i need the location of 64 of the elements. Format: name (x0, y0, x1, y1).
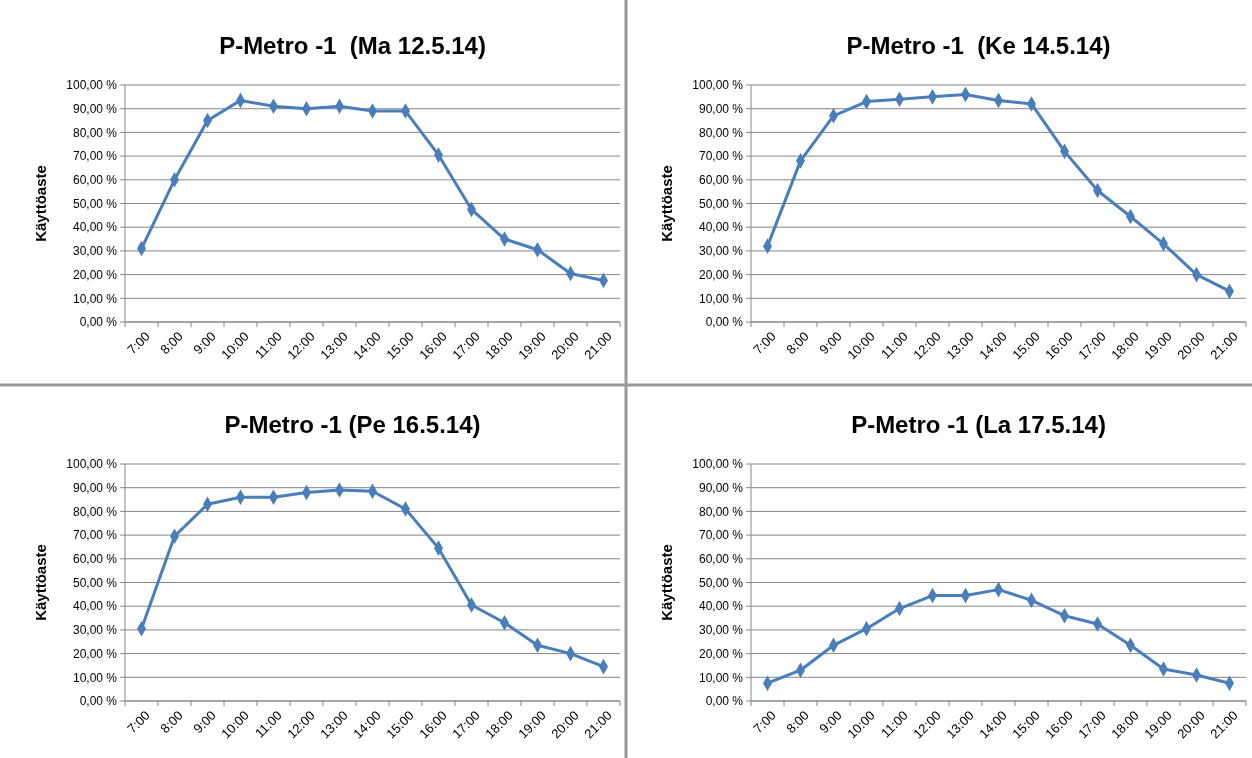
chart-title: P-Metro -1 (Pe 16.5.14) (224, 411, 481, 438)
y-tick-label: 0,00 % (79, 694, 118, 709)
x-tick-label: 7:00 (750, 328, 779, 358)
y-axis-title: Käyttöaste (658, 544, 675, 621)
y-tick-label: 90,00 % (698, 480, 744, 495)
y-axis-title: Käyttöaste (32, 544, 49, 621)
y-tick-label: 90,00 % (72, 480, 118, 495)
y-tick-label: 10,00 % (698, 670, 744, 685)
chart-title: P-Metro -1 (Ma 12.5.14) (219, 32, 486, 59)
y-tick-label: 40,00 % (72, 220, 118, 235)
y-tick-label: 0,00 % (705, 315, 744, 330)
y-tick-label: 20,00 % (698, 646, 744, 661)
y-tick-label: 80,00 % (698, 504, 744, 519)
y-tick-label: 70,00 % (72, 149, 118, 164)
y-tick-label: 10,00 % (72, 291, 118, 306)
x-tick-label: 7:00 (750, 707, 779, 737)
y-tick-label: 50,00 % (698, 575, 744, 590)
y-tick-label: 100,00 % (692, 78, 744, 93)
y-tick-label: 80,00 % (698, 125, 744, 140)
y-tick-label: 70,00 % (72, 528, 118, 543)
x-tick-label: 9:00 (190, 707, 219, 737)
y-axis-title: Käyttöaste (658, 165, 675, 242)
y-tick-label: 90,00 % (72, 101, 118, 116)
chart-title: P-Metro -1 (La 17.5.14) (851, 411, 1106, 438)
y-tick-label: 40,00 % (698, 220, 744, 235)
y-tick-label: 80,00 % (72, 504, 118, 519)
y-tick-label: 100,00 % (66, 457, 118, 472)
y-tick-label: 0,00 % (705, 694, 744, 709)
x-tick-label: 7:00 (124, 707, 153, 737)
y-tick-label: 50,00 % (72, 575, 118, 590)
y-tick-label: 40,00 % (698, 599, 744, 614)
y-tick-label: 40,00 % (72, 599, 118, 614)
y-tick-label: 100,00 % (66, 78, 118, 93)
x-tick-label: 7:00 (124, 328, 153, 358)
y-tick-label: 60,00 % (698, 552, 744, 566)
y-tick-label: 10,00 % (72, 670, 118, 685)
y-tick-label: 70,00 % (698, 528, 744, 543)
y-tick-label: 60,00 % (72, 173, 118, 187)
y-tick-label: 20,00 % (698, 267, 744, 282)
y-tick-label: 0,00 % (79, 315, 118, 330)
y-axis-title: Käyttöaste (32, 165, 49, 242)
y-tick-label: 50,00 % (698, 196, 744, 211)
chart-title: P-Metro -1 (Ke 14.5.14) (846, 32, 1111, 59)
y-tick-label: 60,00 % (72, 552, 118, 566)
y-tick-label: 30,00 % (698, 623, 744, 638)
x-tick-label: 8:00 (783, 707, 812, 737)
y-tick-label: 20,00 % (72, 646, 118, 661)
y-tick-label: 10,00 % (698, 291, 744, 306)
x-tick-label: 9:00 (816, 707, 845, 737)
x-tick-label: 9:00 (190, 328, 219, 358)
y-tick-label: 60,00 % (698, 173, 744, 187)
y-tick-label: 90,00 % (698, 101, 744, 116)
y-tick-label: 100,00 % (692, 457, 744, 472)
x-tick-label: 9:00 (816, 328, 845, 358)
y-tick-label: 20,00 % (72, 267, 118, 282)
y-tick-label: 70,00 % (698, 149, 744, 164)
x-tick-label: 8:00 (783, 328, 812, 358)
y-tick-label: 50,00 % (72, 196, 118, 211)
y-tick-label: 80,00 % (72, 125, 118, 140)
x-tick-label: 8:00 (157, 707, 186, 737)
y-tick-label: 30,00 % (698, 244, 744, 259)
y-tick-label: 30,00 % (72, 244, 118, 259)
y-tick-label: 30,00 % (72, 623, 118, 638)
x-tick-label: 8:00 (157, 328, 186, 358)
